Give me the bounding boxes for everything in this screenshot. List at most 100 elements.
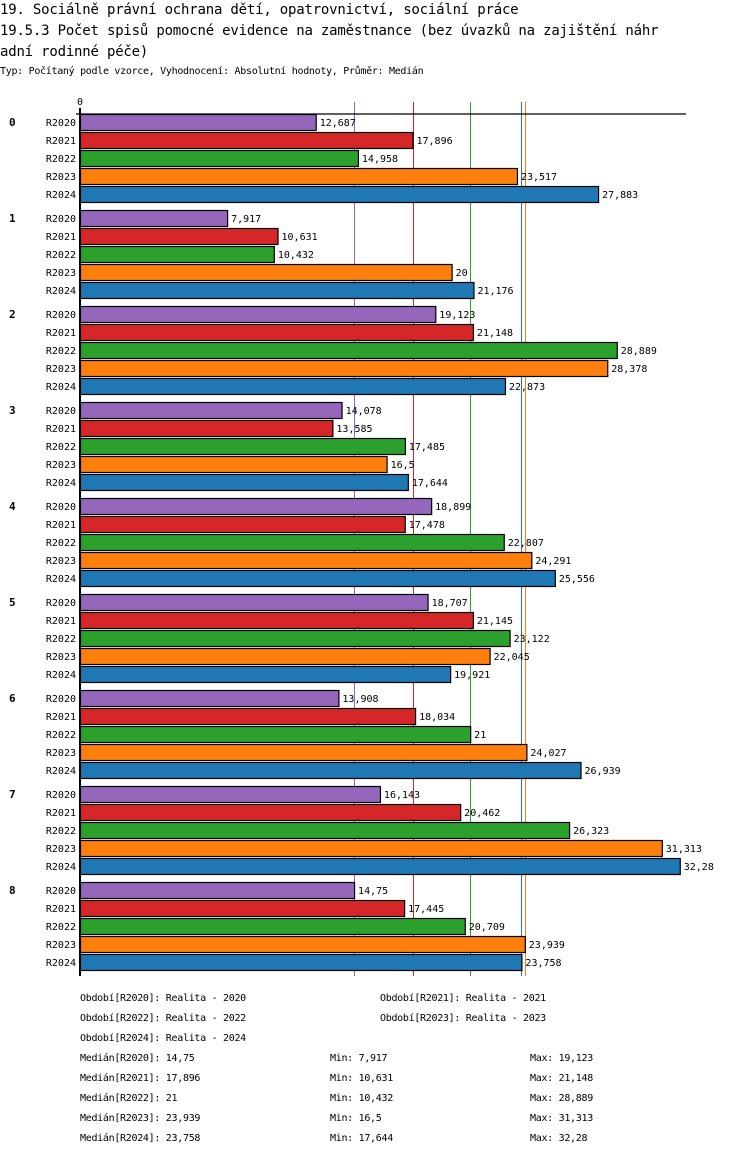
bar-r2022	[79, 725, 472, 744]
bar-r2022	[79, 245, 275, 264]
bar-r2020	[79, 401, 343, 420]
series-tick-label: R2020	[46, 790, 76, 801]
bar-r2020	[79, 305, 437, 324]
bar-r2021	[79, 227, 279, 246]
data-label: 20,709	[469, 922, 505, 933]
series-tick-label: R2021	[46, 520, 76, 531]
series-tick-label: R2020	[46, 886, 76, 897]
data-label: 27,883	[602, 190, 638, 201]
stat-median-r2023: Medián[R2023]: 23,939	[80, 1113, 201, 1124]
bar-r2023	[79, 167, 519, 186]
bar-r2023	[79, 263, 453, 282]
data-label: 14,75	[358, 886, 388, 897]
series-tick-label: R2020	[46, 406, 76, 417]
series-tick-label: R2024	[46, 766, 76, 777]
data-label: 17,445	[408, 904, 444, 915]
chart-title-line-3: adní rodinné péče)	[0, 44, 149, 60]
stat-max-r2020: Max: 19,123	[530, 1053, 593, 1064]
bar-r2022	[79, 149, 360, 168]
series-tick-label: R2023	[46, 748, 76, 759]
series-tick-label: R2023	[46, 940, 76, 951]
data-label: 17,644	[412, 478, 448, 489]
bar-r2020	[79, 209, 229, 228]
stat-min-r2020: Min: 7,917	[330, 1053, 388, 1064]
group-label: 5	[9, 596, 16, 609]
data-label: 23,122	[514, 634, 550, 645]
stat-min-r2023: Min: 16,5	[330, 1113, 382, 1124]
group-label: 6	[9, 692, 16, 705]
bar-r2023	[79, 647, 491, 666]
data-label: 28,378	[611, 364, 647, 375]
series-tick-label: R2023	[46, 556, 76, 567]
bar-r2024	[79, 281, 475, 300]
bar-r2021	[79, 803, 462, 822]
series-tick-label: R2021	[46, 808, 76, 819]
series-tick-label: R2023	[46, 844, 76, 855]
series-tick-label: R2023	[46, 364, 76, 375]
data-label: 14,958	[362, 154, 398, 165]
data-label: 18,707	[432, 598, 468, 609]
data-label: 12,687	[320, 118, 356, 129]
data-label: 17,485	[409, 442, 445, 453]
series-tick-label: R2022	[46, 730, 76, 741]
data-label: 24,291	[535, 556, 571, 567]
data-label: 21,176	[477, 286, 513, 297]
chart-subtitle: Typ: Počítaný podle vzorce, Vyhodnocení:…	[0, 66, 424, 77]
data-label: 17,896	[417, 136, 453, 147]
bar-r2022	[79, 821, 571, 840]
series-tick-label: R2022	[46, 154, 76, 165]
data-label: 10,432	[278, 250, 314, 261]
legend-item-r2023: Období[R2023]: Realita - 2023	[380, 1013, 546, 1024]
group-label: 4	[9, 500, 16, 513]
data-label: 22,873	[509, 382, 545, 393]
data-label: 21	[474, 730, 486, 741]
data-label: 32,28	[684, 862, 714, 873]
bar-r2020	[79, 785, 382, 804]
data-label: 21,145	[477, 616, 513, 627]
group-label: 1	[9, 212, 16, 225]
series-tick-label: R2022	[46, 250, 76, 261]
data-label: 31,313	[666, 844, 702, 855]
bar-r2021	[79, 323, 475, 342]
bar-r2023	[79, 935, 526, 954]
series-tick-label: R2021	[46, 424, 76, 435]
series-tick-label: R2022	[46, 346, 76, 357]
data-label: 20,462	[464, 808, 500, 819]
data-label: 13,585	[336, 424, 372, 435]
bar-r2020	[79, 113, 317, 132]
group-label: 7	[9, 788, 16, 801]
bar-r2020	[79, 593, 429, 612]
bar-r2021	[79, 899, 406, 918]
series-tick-label: R2020	[46, 310, 76, 321]
bar-r2022	[79, 629, 511, 648]
bar-r2022	[79, 341, 618, 360]
stat-min-r2022: Min: 10,432	[330, 1093, 393, 1104]
data-label: 20	[456, 268, 468, 279]
bar-r2024	[79, 377, 507, 396]
bar-r2024	[79, 185, 600, 204]
bar-r2023	[79, 455, 388, 474]
stat-max-r2022: Max: 28,889	[530, 1093, 593, 1104]
data-label: 7,917	[231, 214, 261, 225]
bar-r2022	[79, 437, 406, 456]
bar-r2021	[79, 515, 406, 534]
stat-max-r2021: Max: 21,148	[530, 1073, 593, 1084]
series-tick-label: R2024	[46, 670, 76, 681]
data-label: 28,889	[621, 346, 657, 357]
series-tick-label: R2023	[46, 172, 76, 183]
series-tick-label: R2021	[46, 136, 76, 147]
series-tick-label: R2020	[46, 598, 76, 609]
data-label: 26,939	[585, 766, 621, 777]
stat-median-r2022: Medián[R2022]: 21	[80, 1093, 178, 1104]
data-label: 19,123	[439, 310, 475, 321]
stat-median-r2020: Medián[R2020]: 14,75	[80, 1053, 195, 1064]
bar-r2021	[79, 611, 474, 630]
series-tick-label: R2022	[46, 634, 76, 645]
data-label: 19,921	[454, 670, 490, 681]
series-tick-label: R2024	[46, 286, 76, 297]
series-tick-label: R2021	[46, 712, 76, 723]
bar-r2022	[79, 917, 466, 936]
bar-r2024	[79, 953, 523, 972]
x-tick-label: 0	[77, 97, 83, 108]
series-tick-label: R2024	[46, 190, 76, 201]
